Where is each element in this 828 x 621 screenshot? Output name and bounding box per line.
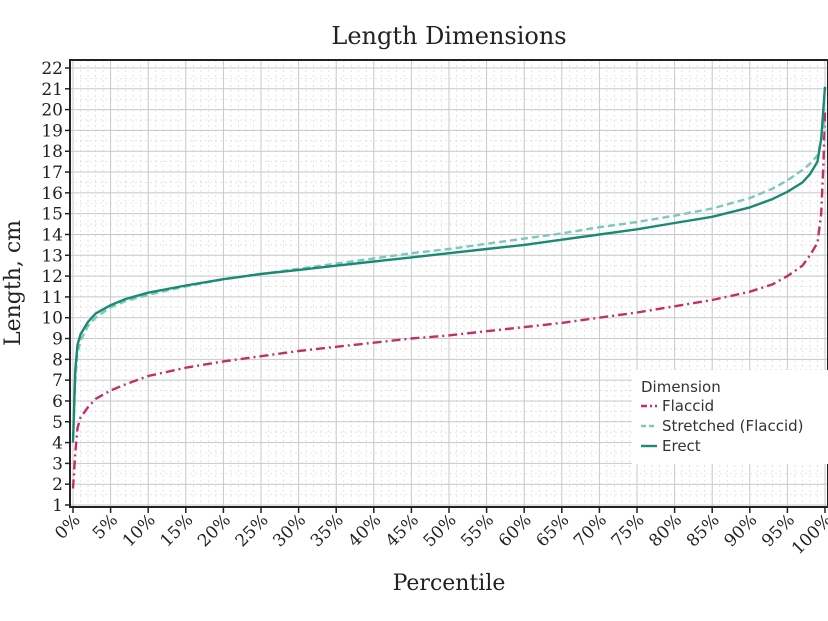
y-tick-label: 17 bbox=[41, 163, 63, 183]
grid bbox=[70, 60, 828, 507]
x-tick-label: 30% bbox=[269, 510, 310, 551]
y-tick-label: 3 bbox=[52, 454, 63, 474]
y-tick-label: 7 bbox=[52, 371, 63, 391]
x-tick-label: 10% bbox=[119, 510, 160, 551]
y-tick-label: 16 bbox=[41, 184, 63, 204]
x-tick-label: 35% bbox=[307, 510, 348, 551]
y-tick-label: 20 bbox=[41, 101, 63, 121]
y-tick-label: 22 bbox=[41, 59, 63, 79]
x-tick-label: 90% bbox=[720, 510, 761, 551]
y-tick-label: 12 bbox=[41, 267, 63, 287]
x-tick-label: 15% bbox=[156, 510, 197, 551]
legend-title: Dimension bbox=[641, 378, 721, 396]
legend-label: Erect bbox=[662, 437, 701, 455]
legend: Dimension Flaccid Stretched (Flaccid) Erec… bbox=[632, 370, 828, 464]
y-axis-label: Length, cm bbox=[1, 220, 26, 346]
x-tick-label: 40% bbox=[344, 510, 385, 551]
y-tick-label: 9 bbox=[52, 330, 63, 350]
x-tick-label: 75% bbox=[608, 510, 649, 551]
x-tick-label: 50% bbox=[420, 510, 461, 551]
y-tick-label: 19 bbox=[41, 121, 63, 141]
x-tick-label: 80% bbox=[645, 510, 686, 551]
y-tick-label: 1 bbox=[52, 496, 63, 516]
y-tick-label: 5 bbox=[52, 413, 63, 433]
x-tick-label: 20% bbox=[194, 510, 235, 551]
y-tick-label: 6 bbox=[52, 392, 63, 412]
y-tick-label: 8 bbox=[52, 350, 63, 370]
x-tick-label: 100% bbox=[788, 510, 828, 559]
y-tick-label: 13 bbox=[41, 246, 63, 266]
y-tick-label: 15 bbox=[41, 205, 63, 225]
y-tick-label: 21 bbox=[41, 80, 63, 100]
chart-title: Length Dimensions bbox=[331, 22, 566, 50]
x-tick-label: 60% bbox=[495, 510, 536, 551]
y-tick-label: 14 bbox=[41, 225, 63, 245]
x-tick-label: 70% bbox=[570, 510, 611, 551]
x-axis-ticks: 0% 5%10%15%20%25%30%35%40%45%50%55%60%65%… bbox=[51, 507, 828, 559]
y-tick-label: 18 bbox=[41, 142, 63, 162]
x-axis-label: Percentile bbox=[393, 571, 506, 596]
y-tick-label: 4 bbox=[52, 434, 63, 454]
x-tick-label: 5% bbox=[89, 510, 122, 543]
y-tick-label: 10 bbox=[41, 309, 63, 329]
x-tick-label: 45% bbox=[382, 510, 423, 551]
y-tick-label: 11 bbox=[41, 288, 63, 308]
series-group bbox=[71, 86, 827, 489]
series-line-erect bbox=[71, 86, 827, 443]
x-tick-label: 55% bbox=[457, 510, 498, 551]
y-tick-label: 2 bbox=[52, 475, 63, 495]
series-line-flaccid bbox=[71, 111, 827, 489]
legend-box bbox=[632, 370, 828, 464]
x-tick-label: 25% bbox=[232, 510, 273, 551]
legend-label: Stretched (Flaccid) bbox=[662, 417, 804, 435]
x-tick-label: 65% bbox=[532, 510, 573, 551]
x-tick-label: 85% bbox=[683, 510, 724, 551]
legend-label: Flaccid bbox=[662, 397, 714, 415]
